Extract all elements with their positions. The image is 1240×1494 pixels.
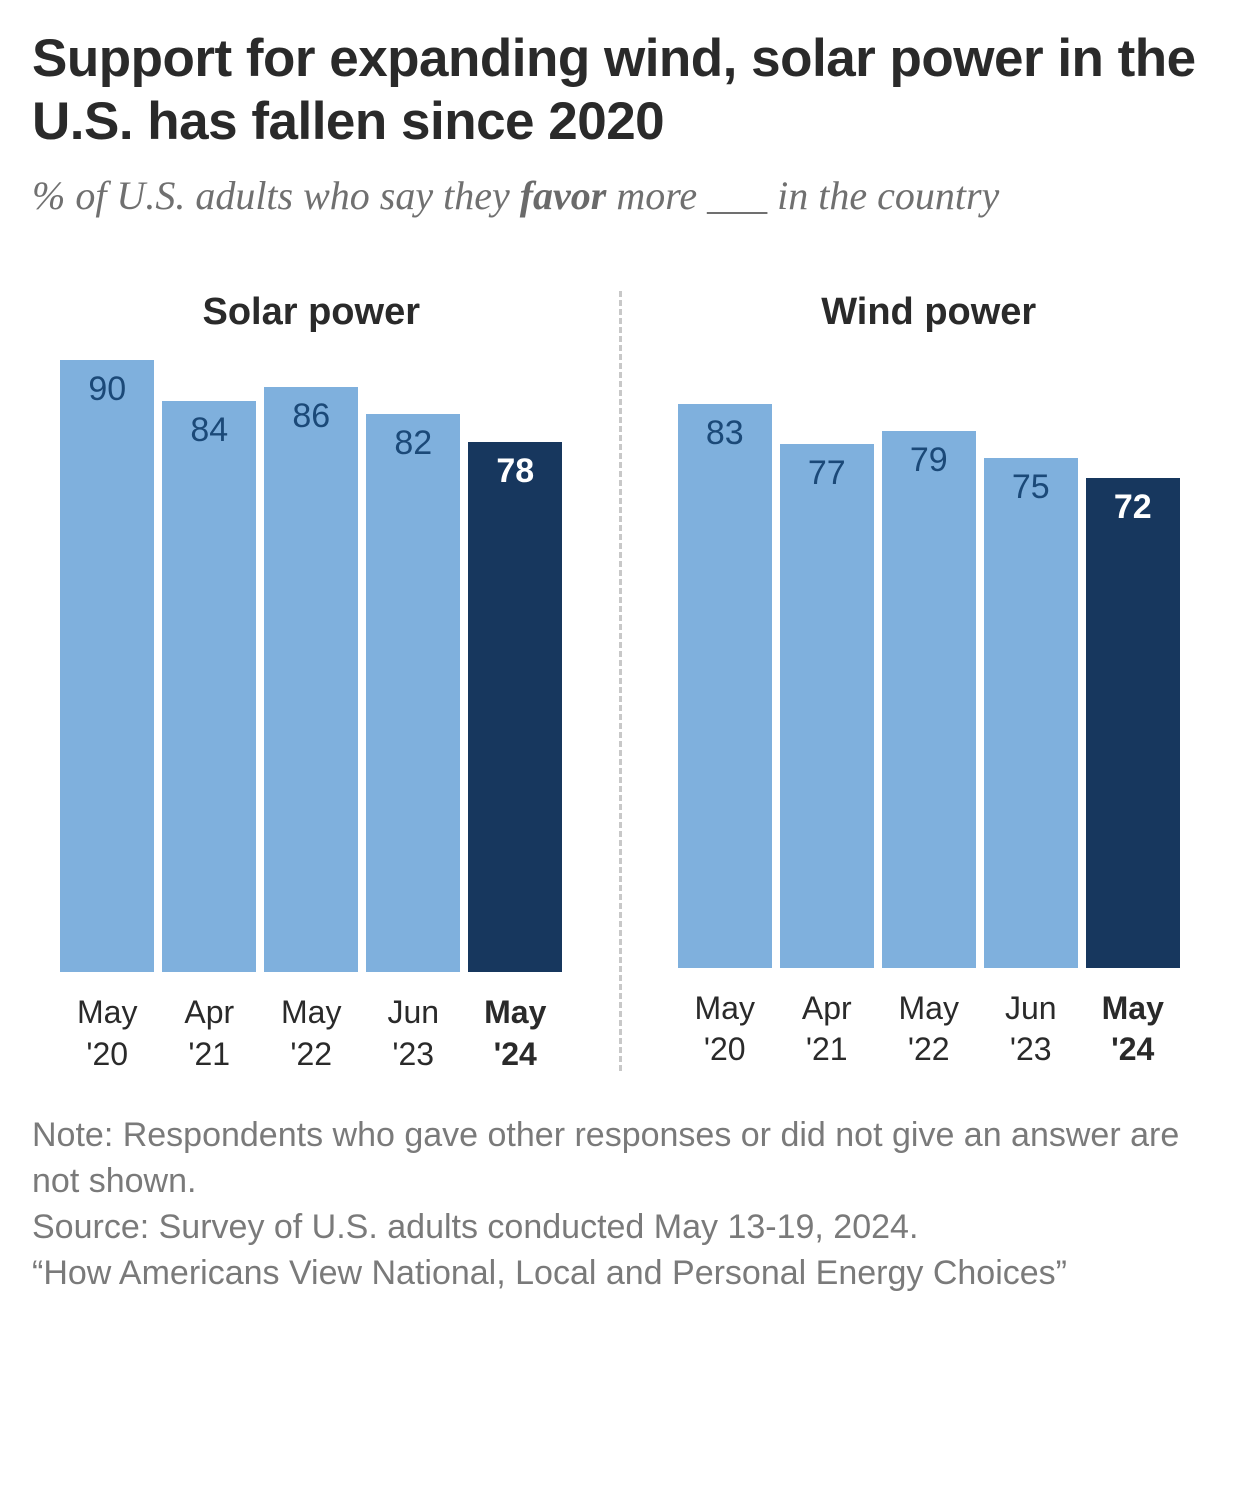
bar-x-label-year: '20: [86, 1036, 128, 1072]
chart-card: Support for expanding wind, solar power …: [0, 0, 1240, 1317]
bar: 90: [60, 360, 154, 972]
bar-x-label-year: '22: [290, 1036, 332, 1072]
panel-solar: Solar power 90 May '20 84 Apr '21 86 May '22 82 Ju…: [32, 291, 591, 1071]
bar: 72: [1086, 478, 1180, 968]
panel-title-wind: Wind power: [821, 291, 1036, 334]
bar-col: 77 Apr '21: [780, 444, 874, 1071]
bar-x-label-month: Jun: [1005, 990, 1057, 1026]
bar-col: 86 May '22: [264, 387, 358, 1075]
bar-col: 75 Jun '23: [984, 458, 1078, 1071]
bar-value: 83: [678, 414, 772, 453]
bar-x-label: May '22: [899, 988, 959, 1071]
bar-value: 79: [882, 441, 976, 480]
bar-x-label-month: May: [1102, 990, 1164, 1026]
note-line: Note: Respondents who gave other respons…: [32, 1113, 1208, 1205]
bar-value: 84: [162, 411, 256, 450]
bar-col: 79 May '22: [882, 431, 976, 1071]
bar-col: 90 May '20: [60, 360, 154, 1075]
bar-x-label-month: Apr: [802, 990, 852, 1026]
bar-x-label-month: May: [484, 994, 546, 1030]
bar-x-label: May '24: [484, 992, 546, 1075]
bar-x-label: May '24: [1102, 988, 1164, 1071]
panel-title-solar: Solar power: [203, 291, 421, 334]
bar-x-label-year: '21: [806, 1031, 848, 1067]
bar-x-label: May '20: [695, 988, 755, 1071]
bar-x-label: Jun '23: [1005, 988, 1057, 1071]
bar-col: 72 May '24: [1086, 478, 1180, 1071]
bar-x-label-month: Jun: [387, 994, 439, 1030]
bar: 84: [162, 401, 256, 972]
note-line: Source: Survey of U.S. adults conducted …: [32, 1205, 1208, 1251]
bar-x-label-month: May: [281, 994, 341, 1030]
chart-notes: Note: Respondents who gave other respons…: [32, 1113, 1208, 1297]
subtitle-bold: favor: [520, 173, 607, 218]
bar-x-label: Apr '21: [802, 988, 852, 1071]
bars-solar: 90 May '20 84 Apr '21 86 May '22 82 Jun '23 78 May '24: [32, 360, 591, 1075]
chart-subtitle: % of U.S. adults who say they favor more…: [32, 171, 1208, 221]
chart-title: Support for expanding wind, solar power …: [32, 28, 1208, 153]
bar-x-label-month: May: [77, 994, 137, 1030]
chart-panels-row: Solar power 90 May '20 84 Apr '21 86 May '22 82 Ju…: [32, 291, 1208, 1071]
bar-x-label-year: '23: [392, 1036, 434, 1072]
bar-x-label-year: '21: [188, 1036, 230, 1072]
bar: 78: [468, 442, 562, 972]
bar-x-label-month: May: [899, 990, 959, 1026]
bar: 82: [366, 414, 460, 972]
note-line: “How Americans View National, Local and …: [32, 1251, 1208, 1297]
bar-value: 82: [366, 424, 460, 463]
bar-value: 77: [780, 454, 874, 493]
bar-x-label: Jun '23: [387, 992, 439, 1075]
subtitle-post: more ___ in the country: [606, 173, 999, 218]
bar-x-label-year: '24: [494, 1036, 537, 1072]
subtitle-pre: % of U.S. adults who say they: [32, 173, 520, 218]
bar: 79: [882, 431, 976, 968]
bar-col: 83 May '20: [678, 404, 772, 1071]
bar-value: 72: [1086, 488, 1180, 527]
bar-x-label-month: May: [695, 990, 755, 1026]
bar-x-label-year: '20: [704, 1031, 746, 1067]
bar-col: 78 May '24: [468, 442, 562, 1075]
panel-divider: [619, 291, 622, 1071]
bars-wind: 83 May '20 77 Apr '21 79 May '22 75 Jun '23 72 May '24: [650, 360, 1209, 1071]
bar-x-label: May '22: [281, 992, 341, 1075]
bar-x-label: Apr '21: [184, 992, 234, 1075]
bar: 75: [984, 458, 1078, 968]
bar-col: 82 Jun '23: [366, 414, 460, 1075]
panel-wind: Wind power 83 May '20 77 Apr '21 79 May '22 75 Jun…: [650, 291, 1209, 1071]
bar-value: 90: [60, 370, 154, 409]
bar-x-label-month: Apr: [184, 994, 234, 1030]
bar: 86: [264, 387, 358, 972]
bar-x-label-year: '24: [1111, 1031, 1154, 1067]
bar-x-label-year: '23: [1010, 1031, 1052, 1067]
bar-value: 86: [264, 397, 358, 436]
bar-x-label: May '20: [77, 992, 137, 1075]
bar-value: 78: [468, 452, 562, 491]
bar-col: 84 Apr '21: [162, 401, 256, 1075]
bar: 83: [678, 404, 772, 968]
bar: 77: [780, 444, 874, 968]
bar-value: 75: [984, 468, 1078, 507]
bar-x-label-year: '22: [908, 1031, 950, 1067]
